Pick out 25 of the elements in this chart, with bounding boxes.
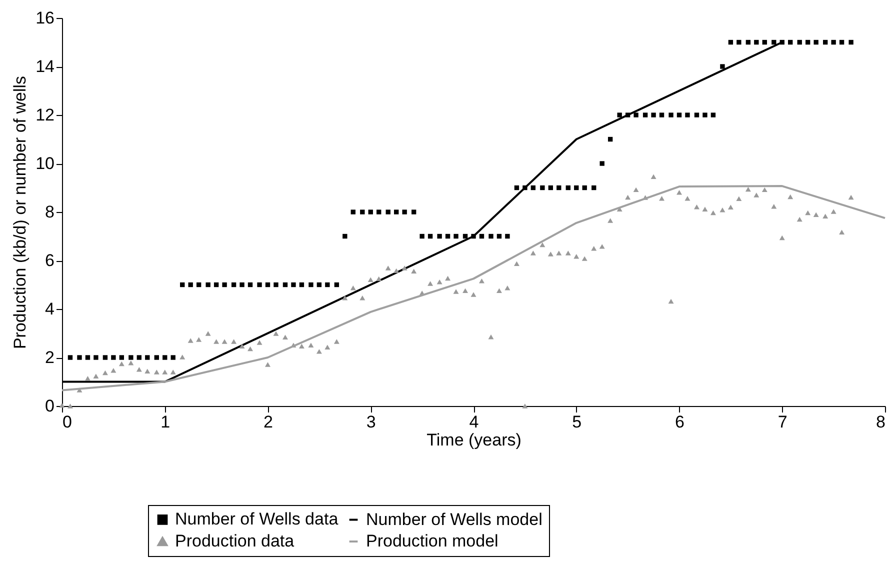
x-tick-label: 4	[469, 412, 479, 432]
x-tick-label: 3	[366, 412, 376, 432]
y-tick-label: 4	[45, 300, 54, 318]
legend-label: Production data	[175, 532, 295, 550]
x-tick-label: 1	[160, 412, 170, 432]
legend-label: Production model	[366, 532, 498, 550]
x-tick-label: 6	[675, 412, 684, 432]
y-tick-label: 2	[45, 348, 54, 367]
x-tick-label: 7	[778, 412, 788, 432]
y-tick-label: 10	[36, 154, 54, 173]
legend-label: Number of Wells data	[175, 510, 339, 529]
line-series	[61, 185, 886, 392]
x-tick-label: 0	[62, 412, 72, 432]
y-tick-label: 6	[45, 251, 54, 270]
y-tick-label: 14	[36, 57, 54, 76]
y-tick-label: 12	[36, 106, 54, 124]
legend-label: Number of Wells model	[366, 510, 542, 529]
x-axis-title: Time (years)	[426, 430, 522, 450]
y-tick-label: 0	[45, 396, 54, 416]
y-axis-title: Production (kb/d) or number of wells	[10, 76, 30, 350]
x-tick-label: 2	[264, 412, 273, 432]
x-tick-label: 8	[876, 412, 886, 432]
y-tick-label: 16	[36, 8, 54, 28]
y-tick-label: 8	[45, 202, 54, 222]
x-tick-label: 5	[572, 412, 582, 432]
